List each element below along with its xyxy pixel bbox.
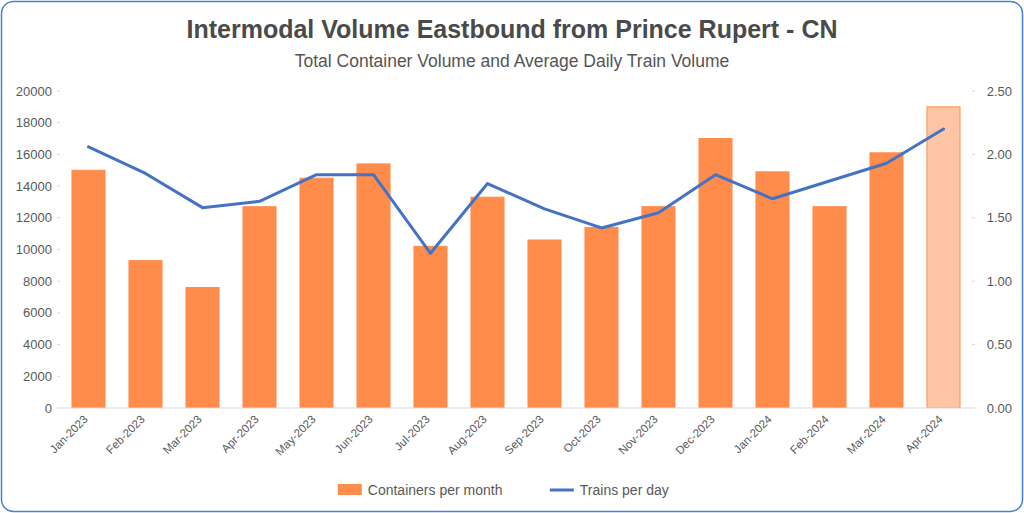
x-tick-label: Mar-2024 [845,413,889,457]
legend-label: Containers per month [368,482,503,498]
y-tick-label: 14000 [16,179,52,194]
tick [972,344,975,345]
x-tick-label: Jan-2023 [48,413,90,455]
title: Intermodal Volume Eastbound from Prince … [187,15,838,43]
plot-marks [72,107,960,408]
bar [72,170,105,408]
y2-tick-label: 2.50 [987,84,1012,99]
tick [57,217,60,218]
y-tick-label: 12000 [16,210,52,225]
legend-swatch [338,484,362,495]
x-tick-label: Feb-2023 [104,413,147,456]
bar [471,197,504,408]
y2-tick-label: 1.00 [987,274,1012,289]
y-tick-label: 18000 [16,115,52,130]
y2-tick-label: 1.50 [987,210,1012,225]
x-tick-label: Aug-2023 [445,413,489,457]
bar [243,207,276,408]
x-tick-label: Oct-2023 [561,413,603,455]
x-axis-line [60,408,972,409]
bar [129,261,162,408]
x-tick-label: Jun-2023 [333,413,375,455]
legend-label: Trains per day [580,482,669,498]
y2-tick-label: 0.00 [987,401,1012,416]
bar [414,246,447,408]
tick [972,154,975,155]
bar [813,207,846,408]
bar [528,240,561,408]
legend-swatch [550,489,574,492]
bar [642,207,675,408]
tick [57,408,60,409]
x-tick-label: Nov-2023 [616,413,660,457]
bar [357,164,390,408]
frame [2,2,1023,512]
tick [57,122,60,123]
x-tick-label: Feb-2024 [788,413,832,457]
tick [972,281,975,282]
tick [57,249,60,250]
x-tick-label: May-2023 [273,413,318,458]
x-tick-label: Apr-2024 [903,413,945,455]
x-tick-label: Jul-2023 [392,413,432,453]
tick [57,154,60,155]
y2-tick-label: 2.00 [987,147,1012,162]
y-tick-label: 16000 [16,147,52,162]
x-tick-label: Dec-2023 [673,413,717,457]
tick [57,91,60,92]
tick [972,91,975,92]
chart: Intermodal Volume Eastbound from Prince … [0,0,1024,513]
tick [57,312,60,313]
tick [57,376,60,377]
y-tick-label: 4000 [23,337,52,352]
tick [972,408,975,409]
bar [585,227,618,408]
line [89,129,944,253]
tick [57,281,60,282]
y-tick-label: 0 [45,401,52,416]
y-tick-label: 20000 [16,84,52,99]
y-tick-label: 6000 [23,305,52,320]
tick [57,344,60,345]
y-tick-label: 10000 [16,242,52,257]
bar [756,172,789,408]
bar [300,178,333,408]
legend: Containers per month Trains per day [338,482,669,498]
x-tick-label: Apr-2023 [219,413,261,455]
y-tick-label: 8000 [23,274,52,289]
x-tick-label: Sep-2023 [502,413,546,457]
x-tick-label: Mar-2023 [161,413,204,456]
tick [57,186,60,187]
bar [186,288,219,408]
bar [870,153,903,408]
bar [927,107,960,408]
tick [972,217,975,218]
y-tick-label: 2000 [23,369,52,384]
x-tick-label: Jan-2024 [732,413,775,456]
subtitle: Total Container Volume and Average Daily… [295,51,730,71]
y2-tick-label: 0.50 [987,337,1012,352]
